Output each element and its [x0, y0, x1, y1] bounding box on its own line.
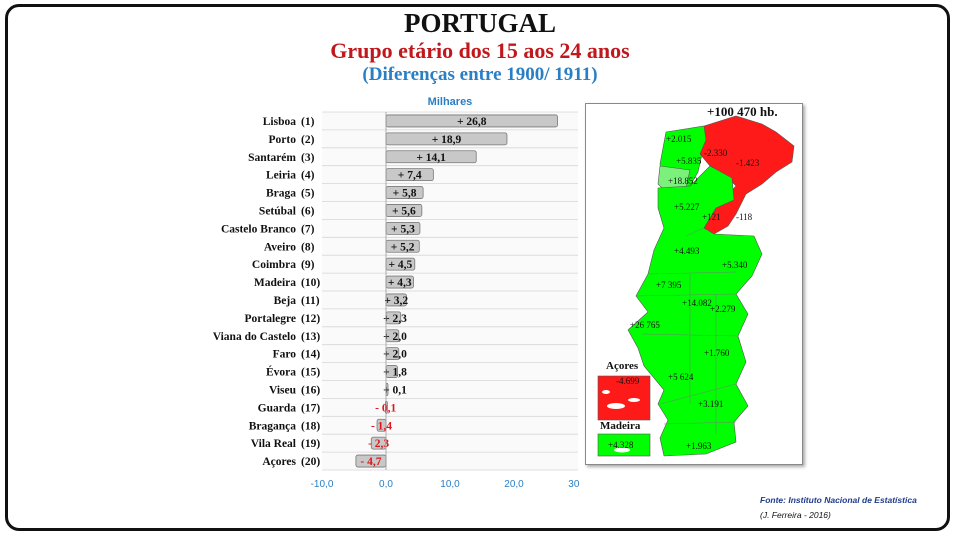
rank-label: (2)	[301, 134, 315, 146]
category-label: Lisboa	[263, 116, 296, 128]
map-region-value: +26 765	[630, 320, 660, 330]
data-label: - 4,7	[360, 456, 381, 468]
map-region-value: +7 395	[656, 280, 682, 290]
category-label: Setúbal	[259, 205, 296, 217]
rank-label: (20)	[301, 456, 320, 468]
rank-label: (5)	[301, 188, 315, 200]
rank-label: (1)	[301, 116, 315, 128]
x-tick-label: 10,0	[440, 479, 460, 490]
madeira-value: +4.328	[608, 440, 634, 450]
author-note: (J. Ferreira - 2016)	[760, 510, 831, 520]
data-label: + 14,1	[416, 152, 446, 164]
madeira-label: Madeira	[600, 420, 641, 432]
category-label: Madeira	[254, 277, 296, 289]
map-region-value: +121	[702, 212, 721, 222]
map-region-value: -1.423	[736, 158, 760, 168]
chart-subtitle: Grupo etário dos 15 aos 24 anos	[330, 38, 630, 63]
category-label: Portalegre	[244, 313, 296, 325]
data-label: + 2,0	[383, 331, 407, 343]
map-region-value: +4.493	[674, 246, 700, 256]
rank-label: (8)	[301, 241, 315, 253]
map-region-value: +5.227	[674, 202, 700, 212]
rank-label: (15)	[301, 367, 320, 379]
data-label: + 3,2	[384, 295, 408, 307]
rank-label: (6)	[301, 205, 315, 217]
category-label: Santarém	[248, 152, 296, 164]
portugal-map-panel: +2.015 -2.330 -1.423 +5.835 +18.852 +5.227 +12…	[585, 103, 803, 465]
category-label: Faro	[273, 349, 297, 361]
acores-value: -4.699	[616, 376, 640, 386]
rank-label: (17)	[301, 402, 320, 414]
category-label: Évora	[266, 365, 296, 379]
category-label: Viseu	[269, 384, 297, 396]
rank-label: (12)	[301, 313, 320, 325]
map-region-value: +14.082	[682, 298, 712, 308]
source-note: Fonte: Instituto Nacional de Estatística	[760, 495, 917, 505]
data-label: + 26,8	[457, 116, 487, 128]
rank-label: (10)	[301, 277, 320, 289]
data-label: + 7,4	[398, 170, 422, 182]
acores-inset	[597, 375, 651, 421]
rank-label: (16)	[301, 384, 320, 396]
map-region-value: +18.852	[668, 176, 698, 186]
rank-label: (14)	[301, 349, 320, 361]
map-region-value: -2.330	[704, 148, 728, 158]
map-region-value: +1.963	[686, 441, 712, 451]
acores-label: Açores	[606, 360, 639, 372]
category-label: Beja	[274, 295, 297, 307]
data-label: - 2,3	[368, 438, 389, 450]
map-region-value: +5.835	[676, 156, 702, 166]
data-label: - 1,4	[371, 420, 392, 432]
category-label: Leiria	[266, 170, 296, 182]
category-label: Braga	[266, 188, 296, 200]
x-tick-label: 20,0	[504, 479, 524, 490]
x-tick-label: 0,0	[379, 479, 393, 490]
rank-label: (4)	[301, 170, 315, 182]
data-label: + 4,5	[388, 259, 412, 271]
data-label: + 5,3	[391, 223, 415, 235]
category-label: Açores	[262, 456, 296, 468]
data-label: + 5,2	[391, 241, 415, 253]
category-label: Bragança	[249, 420, 297, 432]
category-label: Coimbra	[252, 259, 296, 271]
map-region-value: +2.015	[666, 134, 692, 144]
map-region-value: -118	[736, 212, 753, 222]
data-label: + 2,0	[383, 349, 407, 361]
axis-unit-label: Milhares	[428, 96, 473, 108]
madeira-inset	[597, 433, 651, 457]
category-label: Aveiro	[264, 241, 296, 253]
portugal-map: +2.015 -2.330 -1.423 +5.835 +18.852 +5.227+12…	[597, 115, 795, 457]
map-region-value: +5 624	[668, 372, 694, 382]
map-total-label: +100 470 hb.	[707, 104, 778, 119]
rank-label: (9)	[301, 259, 315, 271]
category-label: Viana do Castelo	[213, 331, 297, 343]
chart-subtitle-period: (Diferenças entre 1900/ 1911)	[362, 64, 598, 85]
slide-frame	[5, 4, 950, 531]
data-label: + 5,6	[392, 205, 416, 217]
rank-label: (7)	[301, 223, 315, 235]
category-label: Vila Real	[251, 438, 296, 450]
map-region-value: +1.760	[704, 348, 730, 358]
category-label: Castelo Branco	[221, 223, 296, 235]
data-label: + 4,3	[388, 277, 412, 289]
data-label: + 5,8	[393, 188, 417, 200]
rank-label: (19)	[301, 438, 320, 450]
data-label: + 1,8	[383, 367, 407, 379]
data-label: + 18,9	[432, 134, 462, 146]
page-title: PORTUGAL	[403, 8, 557, 38]
data-label: + 0,1	[383, 384, 407, 396]
x-tick-label: -10,0	[311, 479, 334, 490]
rank-label: (13)	[301, 331, 320, 343]
map-region-value: +5.340	[722, 260, 748, 270]
rank-label: (3)	[301, 152, 315, 164]
x-tick-label: 30,0	[568, 479, 580, 490]
bar-chart: Milhares -10,0 0,0 10,0 20,0 30,0 Lisboa (1) + 2…	[213, 96, 580, 490]
map-region-value: +3.191	[698, 399, 723, 409]
map-region-value: +2.279	[710, 304, 736, 314]
rank-label: (18)	[301, 420, 320, 432]
data-label: + 2,3	[383, 313, 407, 325]
category-label: Porto	[269, 134, 297, 146]
category-label: Guarda	[258, 402, 297, 414]
rank-label: (11)	[301, 295, 320, 307]
